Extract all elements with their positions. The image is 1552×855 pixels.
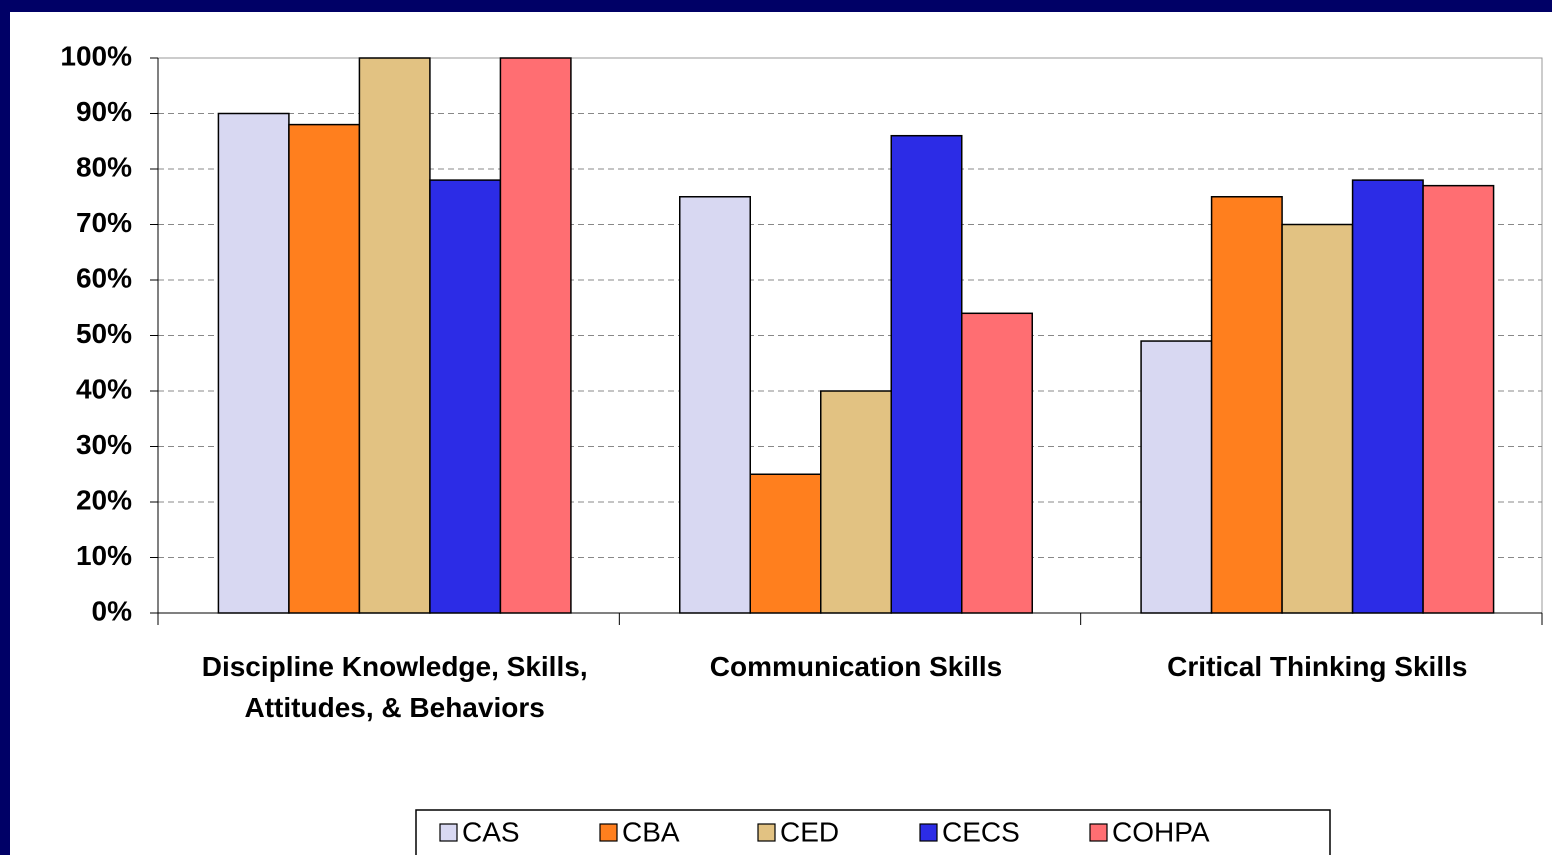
legend-label: CECS (942, 816, 1020, 847)
y-tick-label: 20% (76, 484, 132, 515)
bar (961, 312, 1033, 614)
x-tick-label: Discipline Knowledge, Skills, Attitudes,… (201, 651, 588, 723)
y-tick-label: 80% (76, 151, 132, 182)
bar (1422, 184, 1495, 614)
y-tick-label: 60% (76, 262, 132, 293)
bar (749, 473, 822, 614)
y-tick-label: 100% (60, 40, 132, 71)
bar (820, 390, 892, 614)
legend-label: CAS (462, 816, 520, 847)
x-tick-label: Critical Thinking Skills (1167, 651, 1468, 682)
bar (358, 57, 431, 614)
y-tick-label: 90% (76, 96, 132, 127)
y-tick-label: 70% (76, 207, 132, 238)
x-tick-label: Communication Skills (709, 651, 1003, 682)
y-tick-label: 50% (76, 318, 132, 349)
legend-swatch (757, 823, 776, 842)
legend-swatch (599, 823, 618, 842)
bar (1140, 340, 1213, 614)
legend-swatch (919, 823, 938, 842)
y-tick-label: 30% (76, 429, 132, 460)
bar (1351, 179, 1424, 614)
bar (217, 112, 290, 614)
bar (679, 196, 751, 614)
y-tick-label: 10% (76, 540, 132, 571)
bar (1210, 196, 1283, 614)
bar (890, 134, 963, 614)
legend-label: CBA (622, 816, 680, 847)
legend-box (415, 809, 1331, 855)
bar (429, 179, 502, 614)
legend-label: CED (780, 816, 839, 847)
legend-swatch (1089, 823, 1108, 842)
bar (288, 123, 361, 614)
bar (1281, 223, 1354, 614)
y-tick-label: 40% (76, 373, 132, 404)
legend-swatch (439, 823, 458, 842)
legend-label: COHPA (1112, 816, 1210, 847)
bar (499, 57, 572, 614)
y-tick-label: 0% (92, 595, 133, 626)
